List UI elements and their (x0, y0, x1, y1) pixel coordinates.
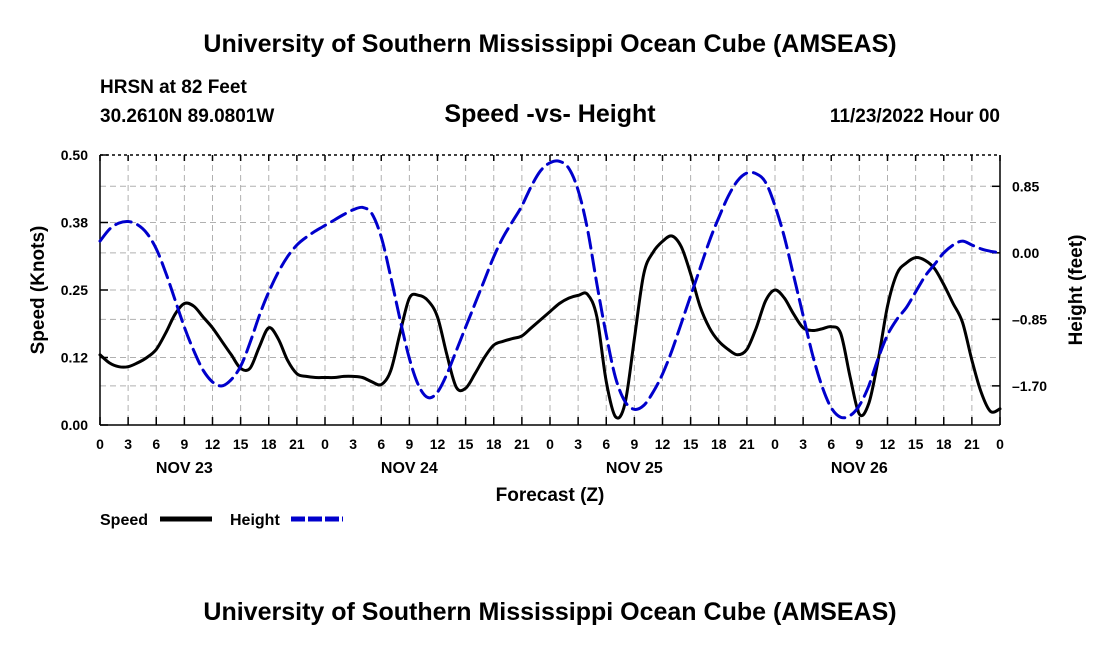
y2-tick-label: –0.85 (1012, 311, 1047, 327)
x-tick-label: 9 (630, 436, 638, 452)
x-tick-label: 18 (936, 436, 952, 452)
x-tick-label: 6 (602, 436, 610, 452)
x-tick-label: 15 (683, 436, 699, 452)
x-tick-label: 3 (799, 436, 807, 452)
x-tick-label: 12 (430, 436, 446, 452)
x-tick-label: 3 (124, 436, 132, 452)
legend-speed-label: Speed (100, 512, 148, 529)
x-tick-label: 18 (486, 436, 502, 452)
coordinates-label: 30.2610N 89.0801W (100, 106, 275, 127)
y2-tick-label: 0.85 (1012, 178, 1039, 194)
day-label: NOV 25 (606, 460, 663, 477)
y-tick-label: 0.00 (61, 417, 88, 433)
y2-tick-label: –1.70 (1012, 378, 1047, 394)
x-tick-label: 0 (96, 436, 104, 452)
legend-height-label: Height (230, 512, 280, 529)
x-tick-label: 3 (349, 436, 357, 452)
x-tick-label: 18 (711, 436, 727, 452)
x-tick-label: 15 (908, 436, 924, 452)
x-tick-label: 12 (205, 436, 221, 452)
y2-axis-title: Height (feet) (1066, 235, 1087, 346)
day-label: NOV 24 (381, 460, 438, 477)
datetime-label: 11/23/2022 Hour 00 (829, 106, 1000, 127)
x-tick-label: 9 (405, 436, 413, 452)
x-tick-label: 21 (964, 436, 980, 452)
x-axis-title: Forecast (Z) (496, 485, 605, 506)
x-tick-label: 21 (289, 436, 305, 452)
x-tick-label: 21 (739, 436, 755, 452)
x-tick-label: 18 (261, 436, 277, 452)
y-tick-label: 0.25 (61, 282, 88, 298)
footer-title: University of Southern Mississippi Ocean… (203, 598, 897, 626)
y2-tick-label: 0.00 (1012, 245, 1039, 261)
x-tick-label: 12 (880, 436, 896, 452)
x-tick-label: 0 (321, 436, 329, 452)
x-tick-label: 6 (377, 436, 385, 452)
x-tick-label: 3 (574, 436, 582, 452)
x-tick-label: 15 (458, 436, 474, 452)
page-title: University of Southern Mississippi Ocean… (203, 30, 897, 58)
y-axis-title: Speed (Knots) (28, 226, 49, 355)
x-tick-label: 9 (855, 436, 863, 452)
x-tick-label: 9 (180, 436, 188, 452)
height-series-line (98, 159, 1002, 420)
chart-subtitle: Speed -vs- Height (444, 100, 656, 128)
x-tick-label: 6 (827, 436, 835, 452)
day-label: NOV 26 (831, 460, 888, 477)
y-tick-label: 0.12 (61, 350, 88, 366)
day-label: NOV 23 (156, 460, 213, 477)
x-tick-label: 0 (771, 436, 779, 452)
speed-series-line (98, 234, 1002, 420)
x-tick-label: 0 (546, 436, 554, 452)
x-tick-label: 0 (996, 436, 1004, 452)
station-label: HRSN at 82 Feet (100, 77, 247, 98)
x-tick-label: 15 (233, 436, 249, 452)
y-tick-label: 0.50 (61, 147, 88, 163)
y-tick-label: 0.38 (61, 215, 88, 231)
x-tick-label: 21 (514, 436, 530, 452)
x-tick-label: 12 (655, 436, 671, 452)
x-tick-label: 6 (152, 436, 160, 452)
